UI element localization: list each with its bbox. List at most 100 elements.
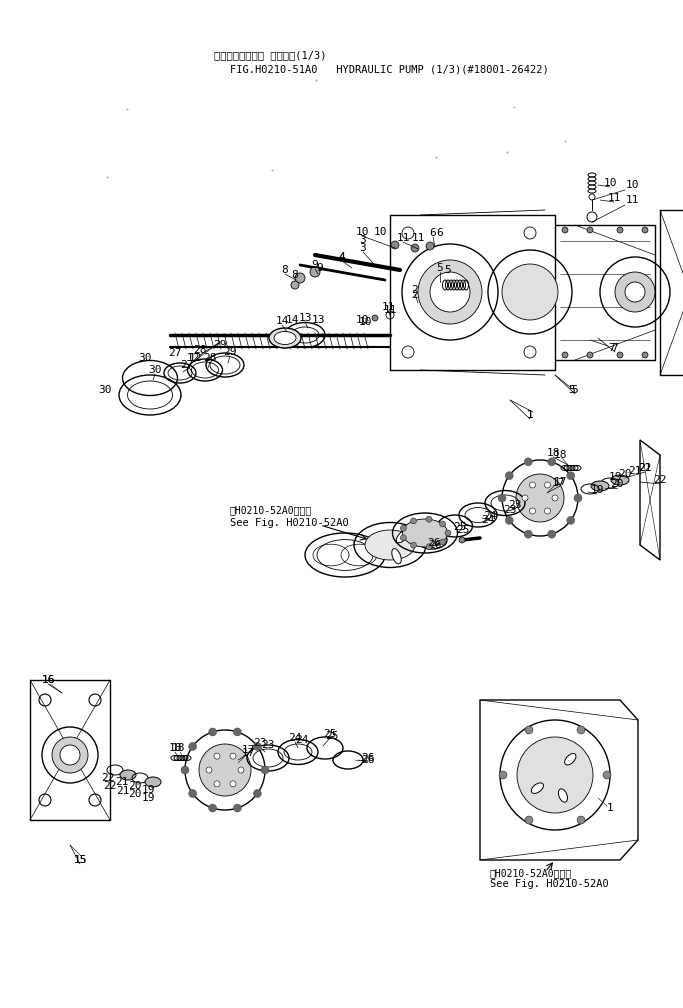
Text: 11: 11: [411, 233, 425, 243]
Circle shape: [516, 474, 564, 522]
Text: 16: 16: [41, 675, 55, 685]
Ellipse shape: [392, 548, 401, 563]
Circle shape: [181, 766, 189, 774]
Text: 28: 28: [204, 353, 217, 363]
Circle shape: [253, 743, 262, 751]
Text: 28: 28: [193, 345, 207, 355]
Circle shape: [295, 273, 305, 283]
Text: 5: 5: [445, 265, 451, 275]
Circle shape: [189, 743, 197, 751]
Circle shape: [617, 352, 623, 358]
Text: 12: 12: [189, 353, 201, 363]
Circle shape: [499, 771, 507, 779]
Text: 12: 12: [186, 353, 199, 363]
Text: 17: 17: [241, 748, 255, 758]
Text: 11: 11: [625, 195, 639, 205]
Ellipse shape: [269, 328, 301, 348]
Text: 22: 22: [103, 781, 117, 791]
Polygon shape: [341, 544, 377, 565]
Text: 17: 17: [551, 478, 565, 488]
Text: 16: 16: [41, 675, 55, 685]
Text: 25: 25: [454, 522, 466, 532]
Ellipse shape: [402, 519, 447, 547]
Text: 10: 10: [359, 317, 372, 327]
Circle shape: [529, 508, 535, 514]
Text: 20: 20: [128, 781, 142, 791]
Circle shape: [525, 816, 533, 824]
Circle shape: [603, 771, 611, 779]
Circle shape: [567, 516, 574, 524]
Text: 27: 27: [180, 360, 194, 370]
Text: 30: 30: [138, 353, 152, 363]
Circle shape: [567, 472, 574, 480]
Text: 2: 2: [412, 290, 419, 300]
Text: 11: 11: [383, 305, 397, 314]
Circle shape: [615, 272, 655, 312]
Text: 19: 19: [609, 472, 622, 482]
Circle shape: [642, 352, 648, 358]
Ellipse shape: [565, 753, 576, 765]
Text: 25: 25: [325, 731, 339, 741]
Text: 3: 3: [360, 235, 366, 245]
Text: 24: 24: [484, 511, 497, 521]
Text: 10: 10: [355, 314, 369, 325]
Circle shape: [230, 753, 236, 759]
Circle shape: [430, 272, 470, 312]
Text: 24: 24: [288, 733, 302, 743]
Circle shape: [214, 781, 220, 787]
Circle shape: [410, 518, 417, 524]
Text: 14: 14: [275, 316, 289, 326]
Text: 13: 13: [311, 314, 324, 325]
Circle shape: [502, 264, 558, 320]
Circle shape: [214, 753, 220, 759]
Circle shape: [410, 542, 417, 548]
Polygon shape: [313, 544, 349, 565]
Circle shape: [391, 241, 399, 249]
Text: 15: 15: [73, 855, 87, 865]
Circle shape: [208, 728, 217, 736]
Text: 20: 20: [618, 469, 632, 479]
Circle shape: [440, 521, 445, 527]
Text: 22: 22: [101, 773, 115, 783]
Circle shape: [529, 482, 535, 488]
Text: 4: 4: [339, 252, 346, 262]
Circle shape: [445, 530, 451, 536]
Circle shape: [234, 804, 241, 812]
Ellipse shape: [365, 530, 415, 560]
Circle shape: [400, 535, 406, 540]
Circle shape: [522, 495, 528, 501]
Text: 11: 11: [607, 193, 621, 203]
Text: 第H0210-52A0図参照: 第H0210-52A0図参照: [490, 868, 572, 878]
Ellipse shape: [611, 475, 629, 485]
Circle shape: [587, 352, 593, 358]
Ellipse shape: [591, 481, 609, 491]
Text: FIG.H0210-51A0   HYDRAULIC PUMP (1/3)(#18001-26422): FIG.H0210-51A0 HYDRAULIC PUMP (1/3)(#180…: [230, 65, 548, 75]
Circle shape: [261, 766, 269, 774]
Text: ハイト゜ロリック ボンプ　(1/3): ハイト゜ロリック ボンプ (1/3): [214, 50, 326, 60]
Text: 26: 26: [428, 540, 442, 550]
Circle shape: [426, 543, 432, 549]
Text: 18: 18: [553, 450, 567, 460]
Circle shape: [310, 267, 320, 277]
Text: 23: 23: [503, 505, 517, 515]
Text: 24: 24: [295, 735, 309, 745]
Text: 29: 29: [213, 340, 227, 350]
Circle shape: [525, 458, 532, 466]
Circle shape: [238, 767, 244, 773]
Circle shape: [199, 744, 251, 796]
Circle shape: [562, 352, 568, 358]
Circle shape: [548, 530, 556, 538]
Circle shape: [291, 281, 299, 289]
Circle shape: [60, 745, 80, 765]
Text: 1: 1: [607, 803, 613, 813]
Circle shape: [426, 242, 434, 250]
Circle shape: [517, 737, 593, 813]
Circle shape: [505, 472, 513, 480]
Text: 10: 10: [355, 227, 369, 237]
Circle shape: [418, 260, 482, 324]
Text: See Fig. H0210-52A0: See Fig. H0210-52A0: [490, 879, 609, 889]
Ellipse shape: [531, 783, 544, 793]
Text: 1: 1: [527, 410, 533, 420]
Circle shape: [230, 781, 236, 787]
Text: 8: 8: [281, 265, 288, 275]
